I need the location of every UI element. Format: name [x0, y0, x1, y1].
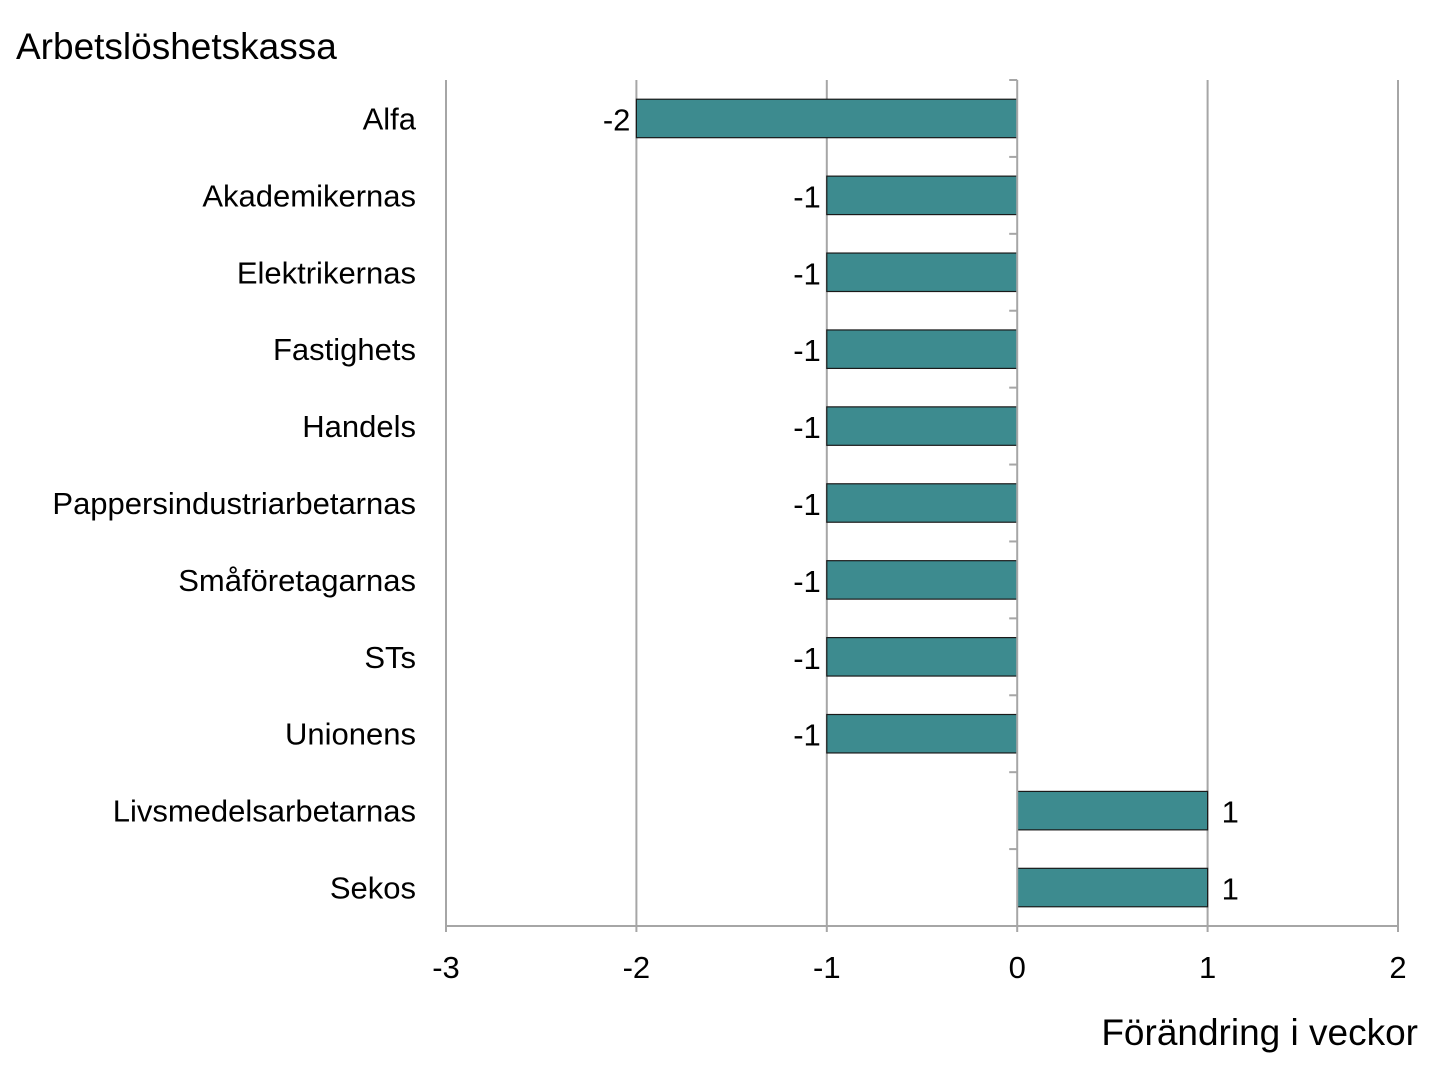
data-label: -1 — [793, 256, 821, 291]
y-category-label: Elektrikernas — [237, 255, 416, 290]
data-label: -1 — [793, 410, 821, 445]
x-tick-label: 0 — [1009, 950, 1026, 985]
y-category-label: Fastighets — [273, 332, 416, 367]
data-label: -2 — [603, 102, 631, 137]
data-label: -1 — [793, 641, 821, 676]
data-label: 1 — [1222, 872, 1239, 907]
bar — [635, 98, 1018, 139]
y-category-label: Unionens — [285, 717, 416, 752]
bar — [826, 713, 1018, 754]
bars — [635, 98, 1209, 908]
y-category-label: Sekos — [330, 871, 416, 906]
bar — [826, 329, 1018, 370]
data-label: -1 — [793, 179, 821, 214]
data-label: 1 — [1222, 795, 1239, 830]
y-axis-title: Arbetslöshetskassa — [16, 26, 337, 67]
x-axis-title: Förändring i veckor — [1101, 1012, 1418, 1053]
x-tick-label: -1 — [813, 950, 841, 985]
labels: -3 -2 -1 0 1 2 Alfa -2 Akademikernas -1 Elektriker… — [52, 101, 1406, 985]
bar — [826, 483, 1018, 523]
y-category-label: STs — [364, 640, 416, 675]
x-tick-label: 1 — [1199, 950, 1216, 985]
y-category-label: Pappersindustriarbetarnas — [52, 486, 416, 521]
x-tick-label: -3 — [432, 950, 460, 985]
data-label: -1 — [793, 718, 821, 753]
data-label: -1 — [793, 487, 821, 522]
bar — [1016, 790, 1209, 831]
bar — [826, 560, 1018, 600]
x-tick-label: 2 — [1389, 950, 1406, 985]
y-category-label: Alfa — [363, 101, 417, 136]
bar — [826, 252, 1018, 293]
y-category-label: Handels — [302, 409, 416, 444]
data-label: -1 — [793, 333, 821, 368]
bar — [826, 406, 1018, 446]
axes — [445, 79, 1399, 932]
x-tick-label: -2 — [623, 950, 651, 985]
bar — [826, 636, 1018, 677]
y-category-label: Akademikernas — [202, 178, 416, 213]
y-category-label: Livsmedelsarbetarnas — [113, 794, 416, 829]
y-category-label: Småföretagarnas — [178, 563, 416, 598]
bar — [826, 175, 1018, 216]
bar — [1016, 867, 1209, 908]
data-label: -1 — [793, 564, 821, 599]
